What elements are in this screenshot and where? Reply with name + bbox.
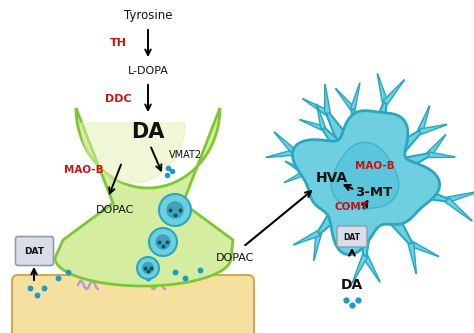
- Polygon shape: [361, 153, 429, 190]
- Text: DAT: DAT: [344, 232, 361, 241]
- Polygon shape: [350, 83, 360, 110]
- Text: TH: TH: [109, 38, 127, 48]
- Polygon shape: [292, 111, 440, 255]
- Polygon shape: [55, 108, 233, 286]
- Polygon shape: [331, 143, 399, 208]
- Polygon shape: [445, 198, 472, 221]
- Polygon shape: [418, 106, 430, 133]
- Circle shape: [142, 262, 154, 274]
- Text: DDC: DDC: [105, 94, 131, 104]
- Polygon shape: [294, 230, 320, 245]
- Polygon shape: [383, 80, 404, 105]
- Text: HVA: HVA: [316, 171, 348, 185]
- Polygon shape: [352, 109, 376, 180]
- Text: DA: DA: [131, 122, 164, 142]
- Polygon shape: [294, 151, 369, 190]
- Circle shape: [156, 235, 170, 249]
- Text: 3-MT: 3-MT: [356, 185, 392, 198]
- FancyBboxPatch shape: [337, 226, 367, 247]
- Polygon shape: [428, 152, 455, 158]
- Circle shape: [167, 202, 183, 218]
- Circle shape: [149, 228, 177, 256]
- Polygon shape: [266, 150, 295, 158]
- Polygon shape: [427, 135, 446, 157]
- Polygon shape: [303, 99, 329, 116]
- Polygon shape: [325, 85, 330, 113]
- Text: L-DOPA: L-DOPA: [128, 66, 168, 76]
- Polygon shape: [352, 178, 378, 256]
- Polygon shape: [305, 167, 366, 189]
- Text: DOPAC: DOPAC: [96, 205, 134, 215]
- Polygon shape: [353, 102, 387, 181]
- Circle shape: [137, 257, 159, 279]
- Polygon shape: [410, 241, 438, 257]
- Polygon shape: [377, 74, 388, 104]
- Polygon shape: [322, 127, 374, 185]
- FancyBboxPatch shape: [12, 275, 254, 333]
- Polygon shape: [352, 255, 368, 283]
- Circle shape: [159, 194, 191, 226]
- Polygon shape: [317, 104, 326, 129]
- Text: MAO-B: MAO-B: [355, 161, 395, 171]
- Polygon shape: [356, 131, 421, 188]
- Polygon shape: [362, 166, 447, 201]
- Polygon shape: [314, 233, 321, 260]
- Polygon shape: [336, 89, 355, 111]
- Text: DAT: DAT: [25, 247, 45, 256]
- Polygon shape: [285, 161, 306, 175]
- Text: DOPAC: DOPAC: [216, 253, 254, 263]
- Polygon shape: [284, 170, 306, 182]
- Polygon shape: [300, 120, 324, 131]
- Text: COMT: COMT: [335, 202, 369, 212]
- Polygon shape: [326, 112, 376, 184]
- Polygon shape: [274, 132, 297, 155]
- Text: VMAT2: VMAT2: [168, 150, 201, 160]
- Polygon shape: [447, 191, 474, 203]
- Text: Tyrosine: Tyrosine: [124, 9, 172, 22]
- Text: MAO-B: MAO-B: [64, 165, 104, 175]
- Polygon shape: [81, 123, 185, 183]
- Text: DA: DA: [341, 278, 363, 292]
- Polygon shape: [318, 169, 375, 234]
- Polygon shape: [419, 125, 447, 135]
- Polygon shape: [363, 254, 380, 282]
- Polygon shape: [408, 243, 416, 273]
- Polygon shape: [355, 170, 412, 244]
- FancyBboxPatch shape: [16, 236, 54, 265]
